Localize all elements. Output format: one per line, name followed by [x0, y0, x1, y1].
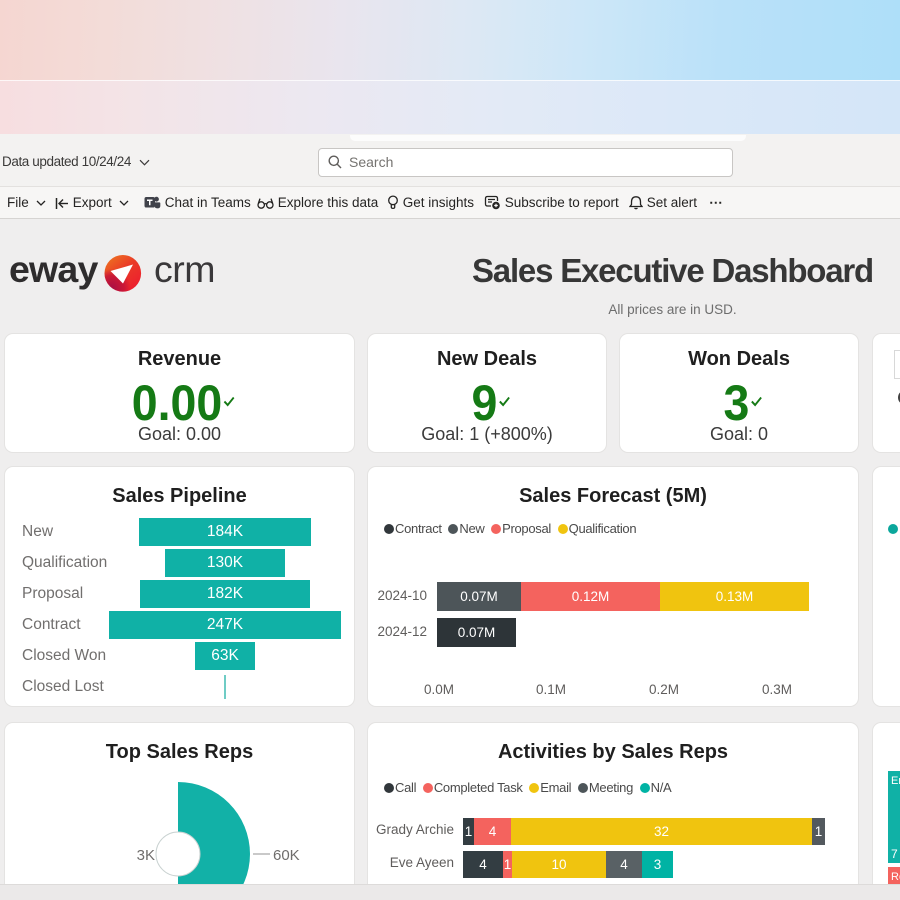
svg-text:3K: 3K — [137, 847, 155, 864]
svg-text:crm: crm — [154, 248, 215, 290]
svg-text:eway: eway — [9, 248, 98, 290]
svg-text:60K: 60K — [273, 847, 300, 864]
